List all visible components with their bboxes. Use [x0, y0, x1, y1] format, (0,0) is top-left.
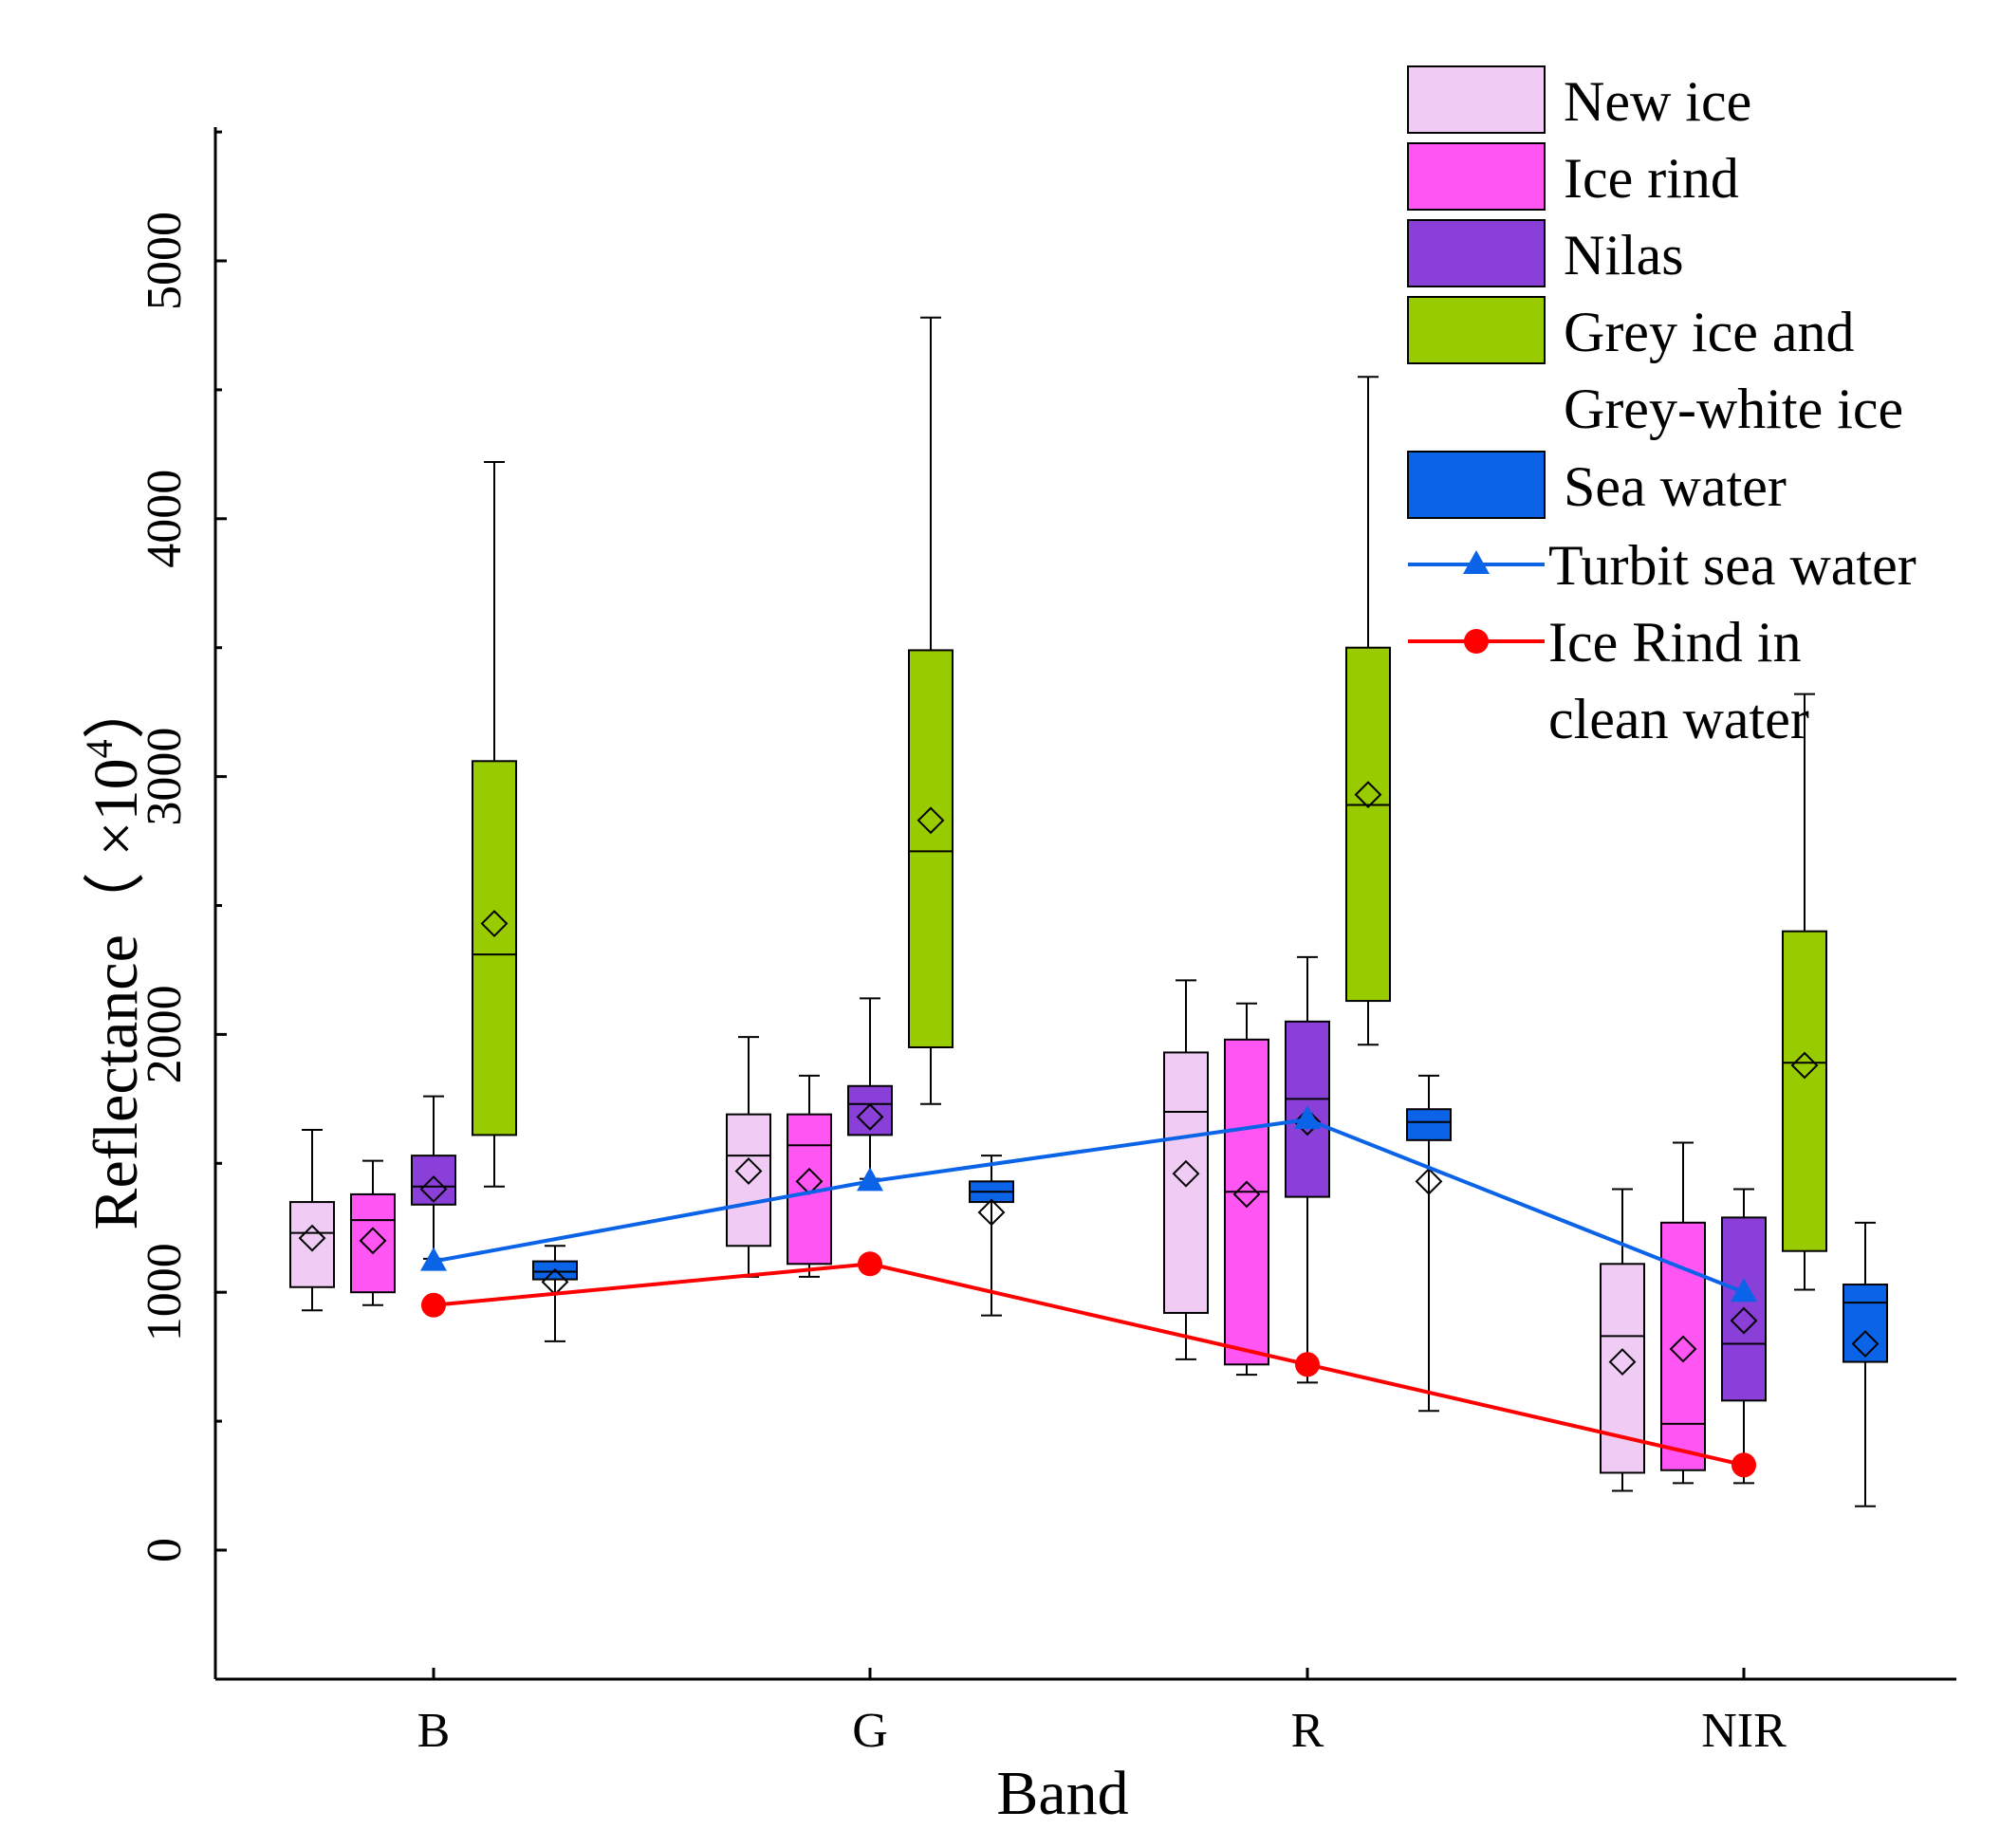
y-tick-label: 1000 — [138, 1243, 192, 1341]
line-series — [420, 1105, 1757, 1478]
box-body — [1345, 646, 1391, 1003]
box-body — [350, 1192, 396, 1294]
box-4-3 — [1843, 1221, 1888, 1507]
mean-marker — [480, 910, 509, 937]
mean-marker — [1669, 1335, 1697, 1363]
box-1-2 — [1224, 1002, 1269, 1377]
mean-marker — [419, 1175, 448, 1203]
y-tick-label: 5000 — [138, 212, 192, 310]
mean-marker — [1172, 1159, 1200, 1188]
circle-marker — [421, 1292, 446, 1318]
y-axis-title-suffix: ） — [82, 676, 151, 739]
mean-marker — [1851, 1330, 1880, 1358]
legend-label: Grey ice and — [1564, 301, 1855, 363]
series-line-0 — [433, 1118, 1745, 1295]
legend-label: Sea water — [1564, 455, 1787, 518]
y-axis-title: Reflectance（ ×104） — [78, 676, 151, 1229]
box-4-0 — [532, 1245, 578, 1342]
box-body — [1660, 1221, 1706, 1471]
legend-label: Grey-white ice — [1564, 378, 1903, 440]
box-0-0 — [289, 1128, 335, 1312]
box-1-0 — [350, 1159, 396, 1306]
y-tick-label: 4000 — [138, 470, 192, 568]
box-1-3 — [1660, 1141, 1706, 1485]
mean-marker — [298, 1224, 326, 1252]
box-body — [289, 1201, 335, 1288]
box-body — [908, 649, 954, 1048]
mean-marker — [1354, 781, 1382, 809]
mean-marker — [734, 1157, 763, 1185]
x-tick-label: NIR — [1701, 1704, 1787, 1758]
x-axis-title: Band — [996, 1759, 1128, 1828]
mean-marker — [917, 806, 945, 835]
mean-marker — [359, 1227, 387, 1255]
legend: New ice Ice rind Nilas Grey ice and Grey-whi… — [1407, 65, 1917, 750]
mean-marker — [1608, 1348, 1637, 1377]
legend-label: Nilas — [1564, 224, 1684, 286]
box-body — [411, 1155, 456, 1206]
legend-label: New ice — [1564, 70, 1751, 133]
box-body — [1224, 1038, 1269, 1366]
triangle-marker — [1294, 1105, 1321, 1130]
x-tick-label: G — [852, 1704, 888, 1758]
mean-marker — [1293, 1108, 1322, 1137]
box-4-2 — [1406, 1074, 1452, 1413]
legend-circle-marker — [1464, 629, 1489, 654]
box-body — [1163, 1051, 1209, 1314]
triangle-marker — [1731, 1278, 1757, 1303]
mean-marker — [1790, 1051, 1819, 1080]
box-2-0 — [411, 1095, 456, 1260]
y-axis-title-main: Reflectance（ ×10 — [82, 758, 151, 1229]
box-3-3 — [1782, 693, 1827, 1291]
legend-swatch-3 — [1407, 296, 1546, 364]
mean-marker — [1730, 1306, 1758, 1335]
triangle-marker — [420, 1247, 447, 1271]
box-3-0 — [472, 461, 517, 1188]
box-4-1 — [969, 1155, 1014, 1317]
y-axis-title-exponent: 4 — [78, 739, 120, 758]
legend-label: Ice rind — [1564, 147, 1739, 210]
box-body — [472, 760, 517, 1137]
box-2-3 — [1721, 1188, 1767, 1485]
legend-label: Ice Rind in — [1548, 611, 1802, 674]
box-1-1 — [787, 1074, 832, 1278]
legend-label: clean water — [1548, 688, 1809, 750]
box-body — [726, 1113, 771, 1247]
circle-marker — [1731, 1452, 1756, 1478]
x-axis-ticks: B G R NIR — [417, 1668, 1787, 1758]
legend-swatch-2 — [1407, 219, 1546, 287]
y-tick-label: 0 — [138, 1538, 192, 1562]
legend-swatch-1 — [1407, 142, 1546, 211]
mean-marker — [856, 1102, 884, 1131]
box-0-1 — [726, 1036, 771, 1278]
y-tick-label: 3000 — [138, 728, 192, 826]
y-tick-label: 2000 — [138, 985, 192, 1083]
mean-marker — [1415, 1167, 1443, 1195]
box-body — [847, 1084, 893, 1137]
circle-marker — [858, 1251, 882, 1277]
box-2-2 — [1285, 955, 1330, 1384]
box-body — [1406, 1108, 1452, 1141]
box-body — [1782, 930, 1827, 1252]
x-tick-label: B — [417, 1704, 451, 1758]
box-3-1 — [908, 316, 954, 1105]
mean-marker — [1232, 1180, 1261, 1209]
box-0-2 — [1163, 979, 1209, 1360]
box-2-1 — [847, 997, 893, 1180]
triangle-marker — [857, 1167, 883, 1192]
legend-swatch-4 — [1407, 451, 1546, 519]
box-0-3 — [1600, 1188, 1645, 1492]
box-body — [1843, 1284, 1888, 1363]
box-series — [289, 316, 1888, 1507]
box-3-2 — [1345, 376, 1391, 1046]
legend-label: Turbit sea water — [1548, 534, 1917, 597]
legend-swatch-0 — [1407, 65, 1546, 134]
mean-marker — [977, 1198, 1006, 1227]
y-axis-ticks: 0 1000 2000 3000 4000 5000 — [138, 130, 227, 1562]
x-tick-label: R — [1291, 1704, 1324, 1758]
series-line-1 — [433, 1262, 1745, 1468]
legend-triangle-marker — [1463, 550, 1490, 574]
circle-marker — [1295, 1352, 1320, 1377]
